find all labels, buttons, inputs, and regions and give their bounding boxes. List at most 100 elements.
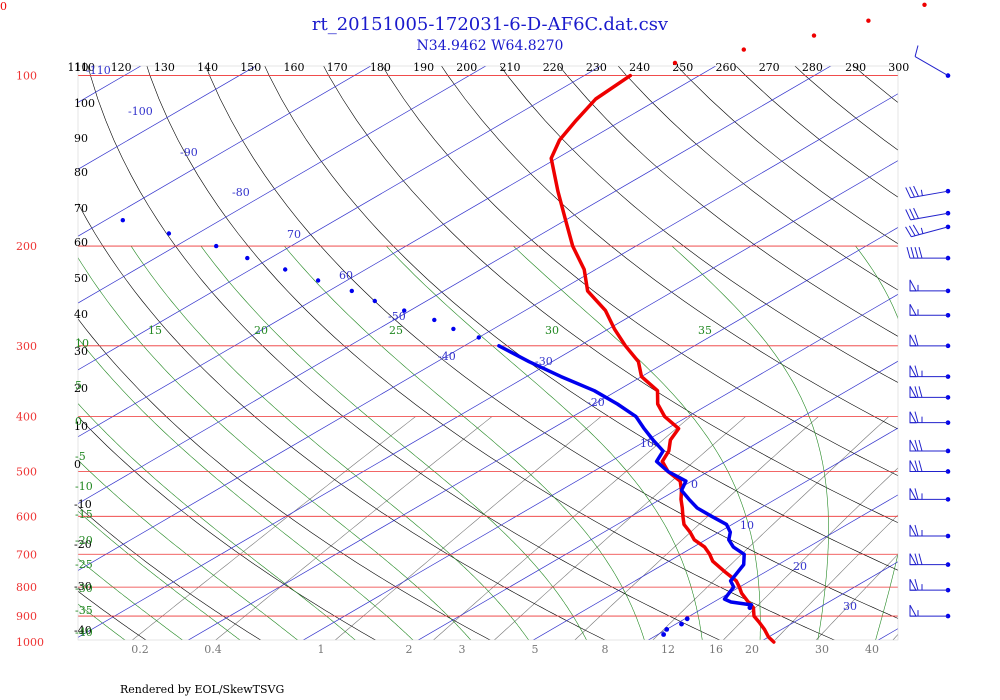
theta-left-label: -10 bbox=[74, 498, 92, 511]
wind-barb bbox=[905, 224, 951, 238]
dewpoint-point bbox=[684, 616, 690, 622]
moist-adiabat-label: 5 bbox=[75, 379, 82, 392]
theta-top-label: 180 bbox=[370, 61, 391, 74]
dewpoint-point bbox=[372, 298, 377, 304]
wind-barb-feather bbox=[912, 224, 920, 235]
wind-barb-staff bbox=[910, 212, 949, 221]
wind-barb-feather bbox=[918, 460, 923, 472]
moist-adiabat-label: -15 bbox=[75, 508, 93, 521]
wind-barb-feather bbox=[914, 439, 919, 452]
theta-left-label: -20 bbox=[74, 538, 92, 551]
wind-barb-pennant bbox=[909, 334, 917, 347]
wind-barb-feather bbox=[918, 386, 923, 398]
isotherm-line bbox=[990, 0, 1000, 642]
wind-barb-feather bbox=[909, 208, 915, 220]
wind-barb bbox=[905, 185, 951, 199]
dry-adiabat-line bbox=[78, 590, 147, 640]
isotherm-label: 0 bbox=[691, 478, 698, 491]
moist-adiabat-label: -30 bbox=[75, 582, 93, 595]
isotherm-label: -20 bbox=[587, 396, 605, 409]
isotherm-line bbox=[417, 360, 898, 640]
wind-barb-feather bbox=[918, 246, 923, 259]
dewpoint-point bbox=[245, 255, 250, 261]
dewpoint-point bbox=[120, 218, 126, 223]
wind-barb bbox=[909, 488, 951, 502]
dewpoint-point bbox=[661, 632, 666, 637]
dewpoint-point bbox=[349, 288, 354, 294]
wind-barb bbox=[914, 45, 951, 78]
isotherm-line bbox=[302, 293, 898, 640]
theta-top-label: 270 bbox=[759, 61, 780, 74]
dry-adiabat-line bbox=[989, 0, 1000, 642]
theta-top-label: 230 bbox=[586, 61, 607, 74]
chart-title: rt_20151005-172031-6-D-AF6C.dat.csv bbox=[312, 14, 669, 35]
dewpoint-point bbox=[679, 621, 684, 627]
theta-top-label: 190 bbox=[413, 61, 434, 74]
wind-barb-pennant bbox=[909, 439, 917, 452]
dewpoint-line bbox=[497, 344, 754, 607]
theta-top-label: 150 bbox=[240, 61, 261, 74]
moist-adiabat-line bbox=[200, 245, 587, 640]
isotherm-line bbox=[532, 427, 898, 640]
temperature-point bbox=[866, 18, 871, 23]
wind-barb-feather bbox=[913, 185, 919, 197]
moist-adiabat-label: -25 bbox=[75, 558, 93, 571]
theta-top-label: 130 bbox=[154, 61, 175, 74]
isotherm-line bbox=[78, 160, 898, 638]
moist-adiabat-label: 10 bbox=[75, 337, 89, 350]
wind-barb-pennant bbox=[909, 488, 917, 500]
dry-adiabat-line bbox=[323, 66, 898, 524]
dewpoint-point bbox=[166, 231, 172, 236]
moist-adiabat-label: -5 bbox=[75, 450, 86, 463]
isotherm-label: 10 bbox=[640, 437, 654, 450]
mixing-ratio-label: 0.4 bbox=[204, 643, 222, 656]
moist-adiabat-label: 35 bbox=[698, 324, 712, 337]
wind-barb-pennant bbox=[909, 578, 917, 591]
moist-adiabat-line bbox=[78, 603, 126, 640]
moist-adiabat-label: 0 bbox=[75, 415, 82, 428]
moist-adiabat-label: -10 bbox=[75, 480, 93, 493]
isotherm-label: -90 bbox=[180, 146, 198, 159]
isotherm-line bbox=[78, 66, 142, 103]
moist-adiabat-label: -35 bbox=[75, 604, 93, 617]
dewpoint-point bbox=[451, 326, 456, 332]
theta-left-label: 50 bbox=[74, 272, 88, 285]
isotherm-label: -80 bbox=[232, 186, 250, 199]
isotherm-line bbox=[78, 93, 898, 571]
dry-adiabat-line bbox=[935, 0, 1000, 642]
wind-barb bbox=[909, 439, 951, 454]
dry-adiabat-line bbox=[853, 66, 898, 103]
wind-barb-feather bbox=[905, 209, 912, 221]
dewpoint-point bbox=[476, 335, 481, 340]
footer-credit: Rendered by EOL/SkewTSVG bbox=[120, 683, 285, 696]
dewpoint-point bbox=[283, 267, 288, 272]
wind-barb-half-feather bbox=[920, 189, 923, 196]
theta-top-label: 110 bbox=[68, 61, 89, 74]
wind-barb-feather bbox=[914, 365, 919, 377]
dewpoint-point bbox=[315, 278, 321, 283]
dry-adiabat-line bbox=[382, 66, 898, 477]
mixing-ratio-label: 30 bbox=[815, 643, 829, 656]
mixing-ratio-label: 16 bbox=[709, 643, 723, 656]
dewpoint-point bbox=[664, 627, 670, 632]
dry-adiabat-line bbox=[558, 66, 898, 337]
mixing-ratio-line bbox=[433, 416, 691, 640]
mixing-ratio-line bbox=[493, 416, 746, 640]
pressure-label: 600 bbox=[16, 510, 37, 523]
moist-adiabat-line bbox=[990, 246, 1000, 642]
pressure-label: 300 bbox=[16, 340, 37, 353]
theta-top-label: 240 bbox=[629, 61, 650, 74]
theta-top-label: 280 bbox=[802, 61, 823, 74]
dry-adiabat-line bbox=[0, 0, 34, 642]
wind-barb bbox=[909, 386, 951, 400]
wind-barb-pennant bbox=[909, 460, 917, 472]
isotherm-label: 10 bbox=[740, 519, 754, 532]
theta-left-label: 60 bbox=[74, 236, 88, 249]
dry-adiabat-line bbox=[78, 202, 606, 640]
wind-barb-feather bbox=[905, 226, 912, 237]
moist-adiabat-line bbox=[513, 245, 761, 640]
isotherm-line bbox=[762, 561, 898, 640]
sounding-profiles bbox=[120, 2, 927, 644]
theta-top-label: 220 bbox=[543, 61, 564, 74]
